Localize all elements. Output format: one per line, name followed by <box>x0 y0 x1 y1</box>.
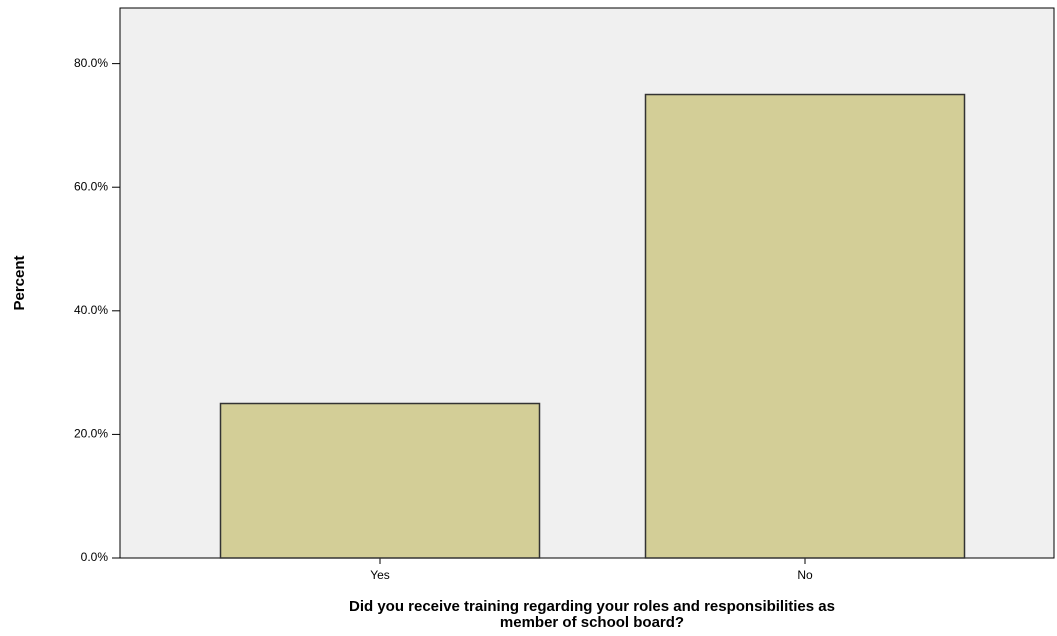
bar <box>219 402 541 559</box>
x-tick-label: No <box>797 568 813 582</box>
y-tick-label: 80.0% <box>74 56 108 70</box>
x-axis-label: member of school board? <box>500 614 684 631</box>
y-tick-label: 40.0% <box>74 303 108 317</box>
y-tick-label: 0.0% <box>81 550 109 564</box>
x-axis-label: Did you receive training regarding your … <box>349 598 835 615</box>
bar <box>644 93 966 559</box>
y-axis-label: Percent <box>11 255 28 310</box>
y-tick-label: 60.0% <box>74 179 108 193</box>
y-tick-label: 20.0% <box>74 427 108 441</box>
x-tick-label: Yes <box>370 568 390 582</box>
